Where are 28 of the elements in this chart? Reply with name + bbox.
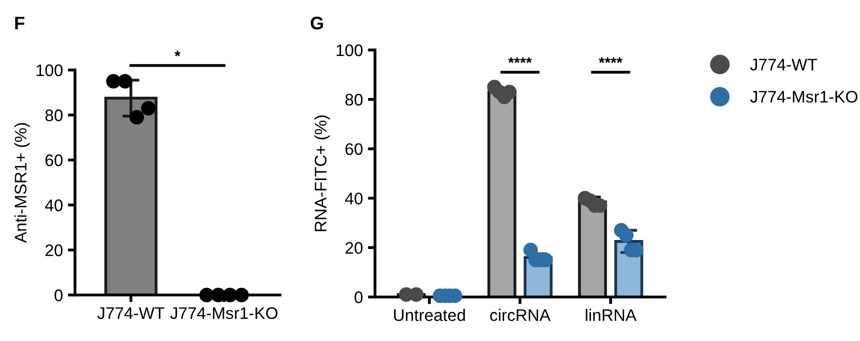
x-tick-label: J774-WT — [97, 307, 164, 320]
x-tick-label: J774-Msr1-KO — [170, 307, 278, 320]
bar — [487, 90, 516, 297]
y-tick-label: 80 — [45, 109, 63, 122]
y-tick-label: 100 — [336, 44, 363, 56]
y-tick-label: 80 — [345, 94, 363, 106]
y-tick-label: 60 — [346, 143, 363, 156]
x-tick-label: linRNA — [586, 308, 637, 321]
y-tick-label: 60 — [46, 154, 63, 166]
y-tick-label: 20 — [345, 242, 363, 254]
x-tick-label: Untreated — [394, 308, 465, 322]
text: * — [174, 50, 180, 56]
annotation: **** — [598, 57, 622, 63]
x-tick-label: circRNA — [490, 308, 551, 322]
y-axis-title: Anti-MSR1+ (%) — [14, 123, 30, 243]
y-tick-label: 20 — [45, 244, 63, 256]
legend-label: J774-WT — [750, 58, 818, 70]
chart-title: G — [310, 16, 323, 30]
y-tick-label: 40 — [345, 192, 363, 204]
y-tick-label: 100 — [36, 64, 63, 76]
legend-label: J774-Msr1-KO — [750, 90, 858, 103]
annotation: **** — [508, 57, 532, 63]
y-tick-label: 0 — [54, 289, 63, 302]
y-axis-title: RNA-FITC+ (%) — [314, 116, 330, 232]
y-tick-label: 40 — [45, 199, 63, 212]
chart-title: F — [15, 16, 24, 30]
y-tick-label: 0 — [354, 291, 363, 304]
bar — [578, 200, 607, 297]
